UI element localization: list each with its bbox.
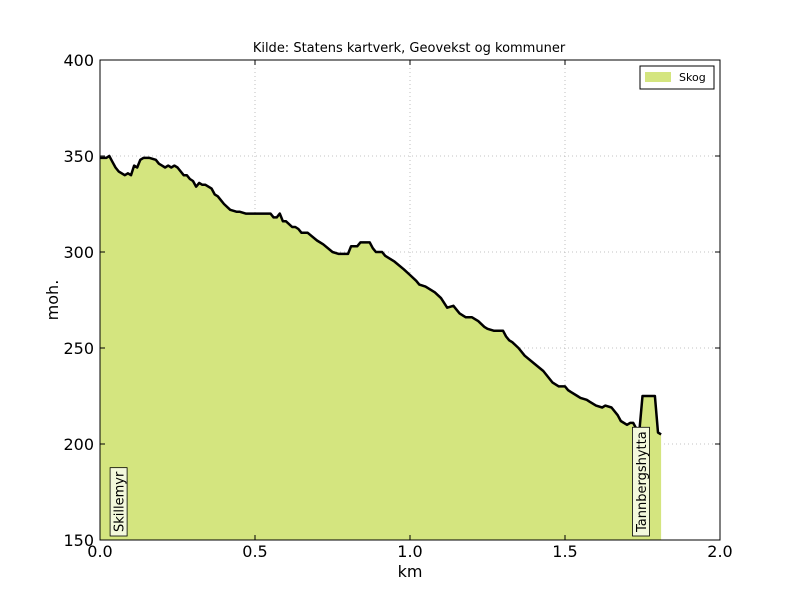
x-axis-label: km <box>398 562 423 581</box>
x-tick-label: 0.5 <box>242 542 267 561</box>
legend-box <box>639 65 715 90</box>
axis-ticks: 0.0 0.5 1.0 1.5 2.0 150 200 250 300 350 400 <box>63 51 732 561</box>
x-tick-label: 0.0 <box>87 542 112 561</box>
legend: Skog <box>639 65 715 90</box>
annotation-skillemyr: Skillemyr <box>109 467 128 537</box>
x-tick-label: 1.0 <box>397 542 422 561</box>
annotation-label: Tannbergshytta <box>635 431 650 533</box>
legend-label-skog: Skog <box>679 71 706 84</box>
terrain-area-fill <box>100 156 662 540</box>
terrain-profile-line <box>100 154 662 436</box>
place-annotations: Skillemyr Tannbergshytta <box>109 426 650 537</box>
annotation-tannbergshytta: Tannbergshytta <box>632 426 650 537</box>
y-axis-label: moh. <box>43 280 62 321</box>
x-tick-label: 1.5 <box>552 542 577 561</box>
y-tick-label: 150 <box>63 531 94 550</box>
x-tick-label: 2.0 <box>707 542 732 561</box>
chart-title: Kilde: Statens kartverk, Geovekst og kom… <box>253 41 566 56</box>
legend-swatch-skog <box>645 72 671 82</box>
annotation-box <box>632 426 650 537</box>
annotation-label: Skillemyr <box>113 471 128 532</box>
y-tick-label: 250 <box>63 339 94 358</box>
y-tick-label: 200 <box>63 435 94 454</box>
y-tick-label: 400 <box>63 51 94 70</box>
y-tick-label: 350 <box>63 147 94 166</box>
y-tick-label: 300 <box>63 243 94 262</box>
annotation-box <box>109 467 128 537</box>
